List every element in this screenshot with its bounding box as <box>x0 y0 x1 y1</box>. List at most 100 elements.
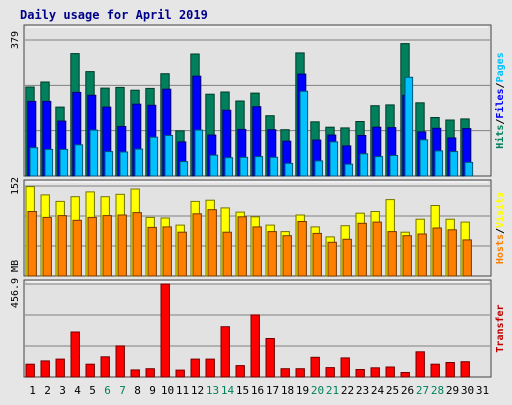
bar-transfer-day-3 <box>55 358 65 378</box>
bar-transfer-day-8 <box>130 369 140 378</box>
bar-transfer-day-10 <box>160 283 170 378</box>
bar-transfer-day-5 <box>85 363 95 378</box>
x-tick-day-16: 16 <box>251 384 264 397</box>
bar-hosts-day-13 <box>207 209 217 277</box>
bar-hosts-day-3 <box>57 215 67 277</box>
bar-transfer-day-28 <box>430 363 440 378</box>
x-tick-day-17: 17 <box>266 384 279 397</box>
x-tick-day-29: 29 <box>446 384 459 397</box>
bar-pages-day-7 <box>119 151 129 177</box>
bar-pages-day-18 <box>284 162 294 177</box>
bar-pages-day-5 <box>89 129 99 177</box>
x-tick-day-30: 30 <box>461 384 474 397</box>
bar-pages-day-30 <box>464 161 474 177</box>
bar-hosts-day-18 <box>282 235 292 277</box>
x-tick-day-23: 23 <box>356 384 369 397</box>
label-separator: / <box>495 228 506 234</box>
bar-transfer-day-9 <box>145 368 155 378</box>
bar-transfer-day-7 <box>115 345 125 378</box>
bar-hosts-day-12 <box>192 213 202 277</box>
bar-pages-day-16 <box>254 156 264 177</box>
y-max-label: 456.9 MB <box>10 260 21 308</box>
bar-hosts-day-6 <box>102 215 112 277</box>
bar-hosts-day-30 <box>462 239 472 277</box>
bar-transfer-day-22 <box>340 357 350 378</box>
bar-transfer-day-14 <box>220 326 230 378</box>
x-tick-day-24: 24 <box>371 384 385 397</box>
bar-hosts-day-17 <box>267 231 277 277</box>
label-transfer: Transfer <box>495 304 506 352</box>
bar-hosts-day-29 <box>447 229 457 277</box>
bar-pages-day-10 <box>164 135 174 177</box>
x-tick-day-8: 8 <box>134 384 141 397</box>
bar-transfer-day-2 <box>40 360 50 378</box>
x-tick-day-15: 15 <box>236 384 249 397</box>
x-tick-day-31: 31 <box>476 384 489 397</box>
bar-pages-day-12 <box>194 129 204 177</box>
bar-pages-day-13 <box>209 154 219 177</box>
bar-transfer-day-13 <box>205 358 215 378</box>
bar-hosts-day-23 <box>357 222 367 277</box>
label-hosts: Hosts <box>495 234 506 264</box>
bar-hosts-day-25 <box>387 231 397 277</box>
bar-hosts-day-27 <box>417 233 427 277</box>
x-axis: 1 2 3 4 5 6 7 8 9 10 11 12 13 14 15 16 17 18 19 20 21 22 23 24 2… <box>29 384 489 397</box>
bar-transfer-day-25 <box>385 366 395 378</box>
bar-hosts-day-22 <box>342 238 352 277</box>
bar-pages-day-9 <box>149 136 159 177</box>
chart-title: Daily usage for April 2019 <box>20 8 208 22</box>
bar-pages-day-1 <box>29 147 39 177</box>
bar-hosts-day-9 <box>147 226 157 277</box>
bar-pages-day-20 <box>314 160 324 177</box>
bar-transfer-day-24 <box>370 367 380 378</box>
bar-hosts-day-7 <box>117 214 127 277</box>
x-tick-day-5: 5 <box>89 384 96 397</box>
x-tick-day-4: 4 <box>74 384 81 397</box>
y-axis-label: Hosts/Visits <box>494 192 506 264</box>
x-tick-day-18: 18 <box>281 384 294 397</box>
label-visits: Visits <box>494 192 506 228</box>
x-tick-day-19: 19 <box>296 384 309 397</box>
bar-pages-day-4 <box>74 144 84 177</box>
bar-hosts-day-14 <box>222 231 232 277</box>
bar-transfer-day-12 <box>190 358 200 378</box>
bar-pages-day-26 <box>404 76 414 177</box>
bar-hosts-day-1 <box>27 211 37 277</box>
x-tick-day-14: 14 <box>221 384 235 397</box>
x-tick-day-21: 21 <box>326 384 339 397</box>
bar-hosts-day-10 <box>162 226 172 277</box>
x-tick-day-28: 28 <box>431 384 444 397</box>
label-files: Files <box>494 88 506 118</box>
bar-transfer-day-6 <box>100 356 110 378</box>
x-tick-day-13: 13 <box>206 384 219 397</box>
bar-pages-day-21 <box>329 141 339 177</box>
bar-transfer-day-21 <box>325 367 335 378</box>
x-tick-day-22: 22 <box>341 384 354 397</box>
bar-pages-day-24 <box>374 156 384 177</box>
bar-transfer-day-16 <box>250 314 260 378</box>
bar-transfer-day-29 <box>445 362 455 378</box>
bar-hosts-day-2 <box>42 216 52 277</box>
bar-hosts-day-20 <box>312 232 322 277</box>
x-tick-day-20: 20 <box>311 384 324 397</box>
bar-transfer-day-1 <box>25 363 35 378</box>
bar-pages-day-11 <box>179 161 189 177</box>
chart-panels: 379Hits/Files/Pages152Hosts/Visits456.9 … <box>10 24 506 378</box>
bar-pages-day-22 <box>344 163 354 177</box>
bar-transfer-day-4 <box>70 331 80 378</box>
bar-transfer-day-30 <box>460 361 470 378</box>
label-separator: / <box>495 82 506 88</box>
bar-pages-day-6 <box>104 151 114 177</box>
x-tick-day-10: 10 <box>161 384 174 397</box>
bar-pages-day-14 <box>224 157 234 177</box>
bar-hosts-day-26 <box>402 235 412 277</box>
bar-hosts-day-16 <box>252 226 262 277</box>
bar-pages-day-2 <box>44 148 54 177</box>
x-tick-day-26: 26 <box>401 384 414 397</box>
bar-hosts-day-28 <box>432 227 442 277</box>
bar-transfer-day-11 <box>175 369 185 378</box>
label-hits: Hits <box>494 125 506 149</box>
